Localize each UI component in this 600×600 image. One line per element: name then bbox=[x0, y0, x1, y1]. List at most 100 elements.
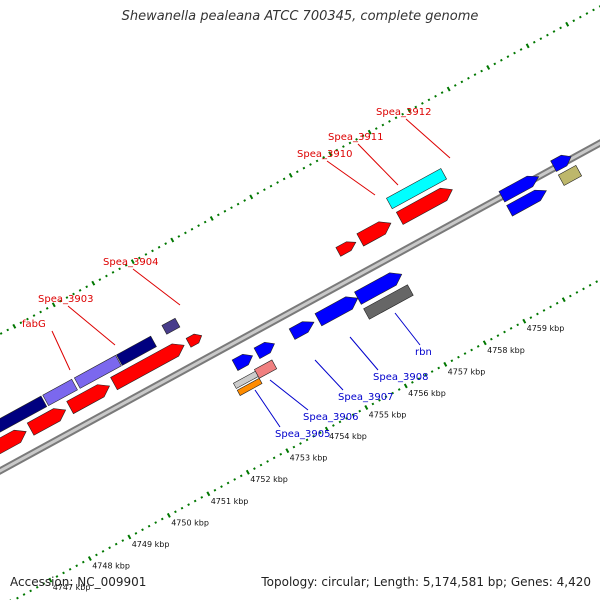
tick-minor bbox=[98, 278, 102, 281]
tick-label: 4754 kbp bbox=[329, 432, 367, 441]
tick-minor bbox=[72, 292, 75, 296]
leader-line bbox=[405, 118, 451, 159]
tick-minor bbox=[16, 596, 19, 600]
tick-minor bbox=[476, 345, 480, 348]
tick-major bbox=[486, 64, 491, 70]
tick-minor bbox=[549, 305, 552, 309]
gene-arrow bbox=[66, 384, 111, 415]
tick-minor bbox=[371, 402, 375, 406]
tick-major bbox=[565, 21, 570, 27]
tick-minor bbox=[282, 177, 286, 181]
gene-label: Spea_3912 bbox=[376, 107, 431, 118]
tick-minor bbox=[355, 138, 358, 141]
gene-arrow bbox=[356, 221, 392, 247]
tick-minor bbox=[45, 307, 49, 310]
tick-minor bbox=[434, 94, 437, 98]
gene-label: Spea_3907 bbox=[338, 392, 393, 403]
tick-minor bbox=[312, 434, 316, 438]
tick-minor bbox=[332, 424, 335, 427]
tick-minor bbox=[203, 220, 207, 224]
tick-minor bbox=[141, 528, 144, 532]
tick-minor bbox=[121, 539, 125, 542]
tick-minor bbox=[78, 289, 82, 292]
tick-label: 4748 kbp bbox=[92, 562, 130, 571]
leader-line bbox=[51, 330, 71, 371]
tick-label: 4749 kbp bbox=[132, 540, 170, 549]
gene-arrow bbox=[498, 175, 540, 203]
tick-minor bbox=[19, 321, 23, 325]
tick-major bbox=[51, 302, 56, 308]
tick-minor bbox=[230, 206, 233, 210]
tick-major bbox=[561, 297, 566, 303]
tick-label: 4758 kbp bbox=[487, 346, 525, 355]
tick-minor bbox=[180, 506, 184, 510]
tick-label: 4747 kbp bbox=[53, 583, 91, 592]
tick-minor bbox=[361, 134, 365, 138]
tick-label: 4757 kbp bbox=[448, 367, 486, 376]
tick-major bbox=[48, 577, 53, 583]
tick-major bbox=[127, 534, 132, 540]
tick-minor bbox=[503, 330, 506, 334]
leader-line bbox=[254, 389, 281, 428]
tick-minor bbox=[430, 370, 434, 373]
tick-minor bbox=[200, 496, 204, 499]
tick-major bbox=[407, 108, 412, 114]
tick-major bbox=[12, 323, 17, 329]
tick-minor bbox=[516, 323, 520, 327]
tick-major bbox=[328, 151, 333, 157]
tick-minor bbox=[490, 337, 493, 341]
tick-minor bbox=[184, 231, 187, 235]
tick-minor bbox=[450, 359, 454, 363]
tick-minor bbox=[381, 123, 385, 127]
tick-minor bbox=[496, 334, 500, 337]
tick-minor bbox=[42, 582, 46, 586]
tick-minor bbox=[55, 575, 59, 578]
tick-minor bbox=[572, 19, 576, 23]
tick-minor bbox=[374, 127, 378, 130]
tick-minor bbox=[160, 517, 164, 521]
tick-minor bbox=[457, 355, 460, 359]
tick-minor bbox=[585, 12, 589, 15]
tick-minor bbox=[309, 163, 312, 166]
tick-minor bbox=[95, 553, 98, 557]
tick-minor bbox=[279, 452, 283, 456]
tick-minor bbox=[124, 263, 128, 267]
tick-minor bbox=[114, 542, 118, 546]
tick-label: 4750 kbp bbox=[171, 518, 209, 527]
tick-minor bbox=[493, 62, 497, 66]
gene-label: Spea_3908 bbox=[373, 372, 428, 383]
gene-box bbox=[73, 354, 122, 389]
gene-arrow bbox=[288, 321, 315, 340]
tick-minor bbox=[588, 283, 592, 287]
tick-minor bbox=[236, 202, 240, 206]
tick-minor bbox=[421, 102, 424, 105]
tick-minor bbox=[568, 294, 572, 298]
gene-arrow bbox=[0, 429, 27, 455]
tick-minor bbox=[509, 327, 513, 330]
tick-minor bbox=[470, 348, 473, 352]
tick-minor bbox=[193, 499, 197, 503]
tick-minor bbox=[190, 227, 194, 231]
gene-label: Spea_3906 bbox=[303, 412, 358, 423]
tick-minor bbox=[272, 456, 276, 460]
tick-minor bbox=[592, 8, 595, 12]
tick-minor bbox=[266, 460, 269, 463]
leader-line bbox=[394, 312, 421, 346]
tick-minor bbox=[529, 316, 533, 319]
tick-minor bbox=[338, 420, 342, 424]
tick-major bbox=[209, 216, 214, 221]
tick-minor bbox=[315, 159, 319, 163]
tick-minor bbox=[546, 33, 549, 37]
gene-box bbox=[363, 284, 414, 320]
tick-minor bbox=[578, 15, 582, 19]
tick-major bbox=[206, 491, 211, 497]
tick-major bbox=[288, 172, 293, 178]
tick-minor bbox=[108, 546, 111, 550]
tick-minor bbox=[239, 474, 243, 478]
gene-arrow bbox=[314, 296, 359, 327]
leader-line bbox=[67, 305, 116, 346]
tick-minor bbox=[575, 291, 579, 294]
gene-label: Spea_3905 bbox=[275, 429, 330, 440]
tick-minor bbox=[144, 253, 148, 256]
accession-label: Accession: NC_009901 bbox=[10, 575, 147, 589]
